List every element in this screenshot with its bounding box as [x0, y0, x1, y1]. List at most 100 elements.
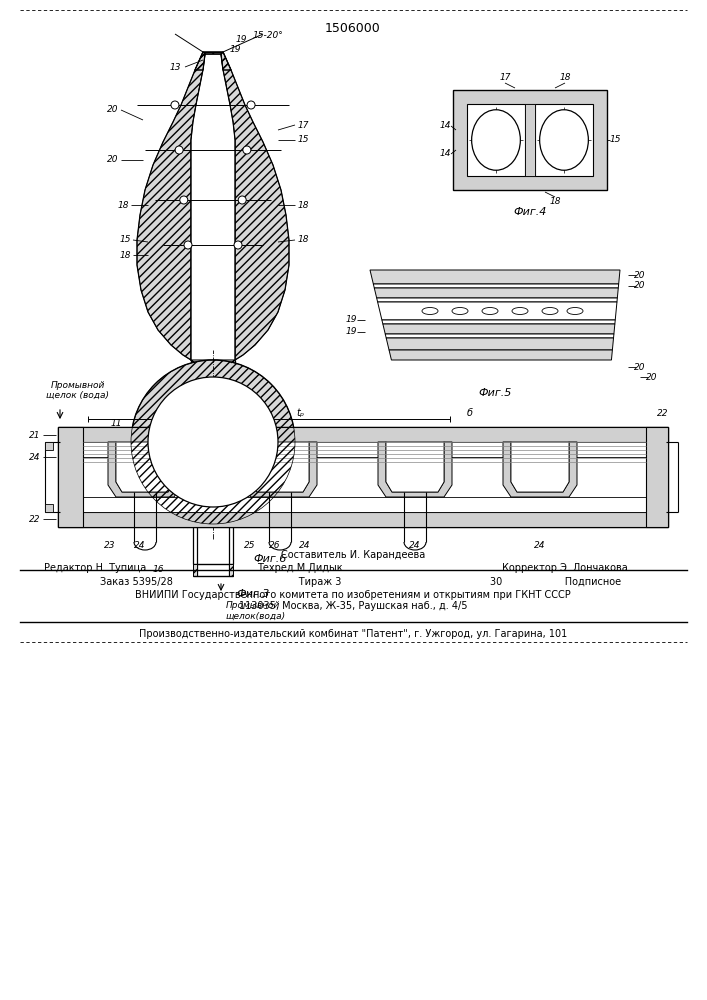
Polygon shape [467, 104, 593, 176]
Polygon shape [373, 284, 619, 288]
Text: Производственно-издательский комбинат "Патент", г. Ужгород, ул. Гагарина, 101: Производственно-издательский комбинат "П… [139, 629, 567, 639]
Circle shape [234, 241, 242, 249]
Circle shape [171, 101, 179, 109]
Text: 20: 20 [634, 270, 645, 279]
Text: 30                    Подписное: 30 Подписное [490, 577, 621, 587]
Polygon shape [45, 504, 53, 512]
Text: 24: 24 [409, 540, 421, 550]
Text: Техред М.Дидык: Техред М.Дидык [257, 563, 343, 573]
Text: 14: 14 [439, 121, 451, 130]
Text: 14: 14 [439, 149, 451, 158]
Polygon shape [389, 350, 612, 360]
Polygon shape [378, 302, 617, 320]
Circle shape [180, 196, 188, 204]
Text: 18: 18 [297, 235, 309, 244]
Text: 24: 24 [534, 540, 546, 550]
Circle shape [131, 360, 295, 524]
Polygon shape [229, 564, 233, 576]
Text: Промывной: Промывной [226, 601, 281, 610]
Polygon shape [137, 52, 205, 363]
Text: 15: 15 [119, 235, 131, 244]
Polygon shape [195, 52, 231, 70]
Text: Тираж 3: Тираж 3 [280, 577, 341, 587]
Text: 19: 19 [229, 45, 241, 54]
Polygon shape [511, 442, 569, 492]
Polygon shape [58, 512, 668, 527]
Text: 18: 18 [559, 74, 571, 83]
Circle shape [247, 101, 255, 109]
Text: 20: 20 [634, 282, 645, 290]
Ellipse shape [539, 110, 588, 170]
Polygon shape [646, 427, 668, 527]
Polygon shape [251, 442, 309, 492]
Text: Заказ 5395/28: Заказ 5395/28 [100, 577, 182, 587]
Text: 15: 15 [609, 135, 621, 144]
Text: ВНИИПИ Государственного комитета по изобретениям и открытиям при ГКНТ СССР: ВНИИПИ Государственного комитета по изоб… [135, 590, 571, 600]
Circle shape [238, 196, 246, 204]
Text: 15-20°: 15-20° [252, 31, 284, 40]
Polygon shape [58, 497, 668, 512]
Text: Фиг.3: Фиг.3 [236, 589, 269, 599]
Text: 20: 20 [646, 372, 658, 381]
Text: щелок(вода): щелок(вода) [226, 611, 286, 620]
Text: 18: 18 [549, 198, 561, 207]
Ellipse shape [512, 308, 528, 314]
Polygon shape [377, 298, 617, 302]
Text: 1506000: 1506000 [325, 21, 381, 34]
Text: 21: 21 [29, 430, 41, 440]
Polygon shape [378, 442, 452, 497]
Polygon shape [243, 442, 317, 497]
Ellipse shape [422, 308, 438, 314]
Text: Фиг.5: Фиг.5 [479, 388, 512, 398]
Text: Фиг.4: Фиг.4 [513, 207, 547, 217]
Polygon shape [374, 288, 619, 298]
Text: 23: 23 [104, 540, 116, 550]
Polygon shape [382, 320, 615, 324]
Polygon shape [116, 442, 174, 492]
Text: 20: 20 [107, 105, 119, 114]
Circle shape [184, 241, 192, 249]
Text: 25: 25 [244, 540, 256, 550]
Text: 24: 24 [134, 540, 146, 550]
Polygon shape [58, 427, 668, 527]
Polygon shape [58, 427, 668, 442]
Text: 17: 17 [499, 74, 510, 83]
Text: 26: 26 [269, 540, 281, 550]
Polygon shape [385, 334, 614, 338]
Text: 19: 19 [345, 316, 357, 324]
Circle shape [243, 146, 251, 154]
Text: Редактор Н. Тупица: Редактор Н. Тупица [44, 563, 146, 573]
Text: Промывной: Промывной [51, 380, 105, 389]
Text: 20: 20 [107, 155, 119, 164]
Text: 18: 18 [297, 200, 309, 210]
Text: Фиг.6: Фиг.6 [253, 554, 286, 564]
Text: 16: 16 [152, 566, 164, 574]
Circle shape [175, 146, 183, 154]
Text: 22: 22 [29, 514, 41, 524]
Text: 15: 15 [297, 135, 309, 144]
Text: 19: 19 [345, 328, 357, 336]
Text: 113035, Москва, Ж-35, Раушская наб., д. 4/5: 113035, Москва, Ж-35, Раушская наб., д. … [239, 601, 467, 611]
Text: 11: 11 [110, 420, 122, 428]
Text: Корректор Э. Лончакова: Корректор Э. Лончакова [502, 563, 628, 573]
Text: 19: 19 [235, 35, 247, 44]
Text: 20: 20 [634, 362, 645, 371]
Text: 24: 24 [299, 540, 311, 550]
Text: 18: 18 [117, 200, 129, 210]
Polygon shape [191, 54, 235, 360]
Polygon shape [370, 270, 620, 284]
Ellipse shape [452, 308, 468, 314]
Text: 12: 12 [227, 430, 239, 438]
Polygon shape [386, 338, 614, 350]
Text: 22: 22 [658, 408, 669, 418]
Text: Составитель И. Карандеева: Составитель И. Карандеева [281, 550, 425, 560]
Text: 18: 18 [119, 250, 131, 259]
Polygon shape [58, 427, 83, 527]
Polygon shape [383, 324, 615, 334]
Text: tₚ: tₚ [296, 408, 304, 418]
Ellipse shape [472, 110, 520, 170]
Polygon shape [45, 442, 53, 450]
Text: щелок (вода): щелок (вода) [47, 390, 110, 399]
Ellipse shape [482, 308, 498, 314]
Polygon shape [58, 442, 668, 457]
